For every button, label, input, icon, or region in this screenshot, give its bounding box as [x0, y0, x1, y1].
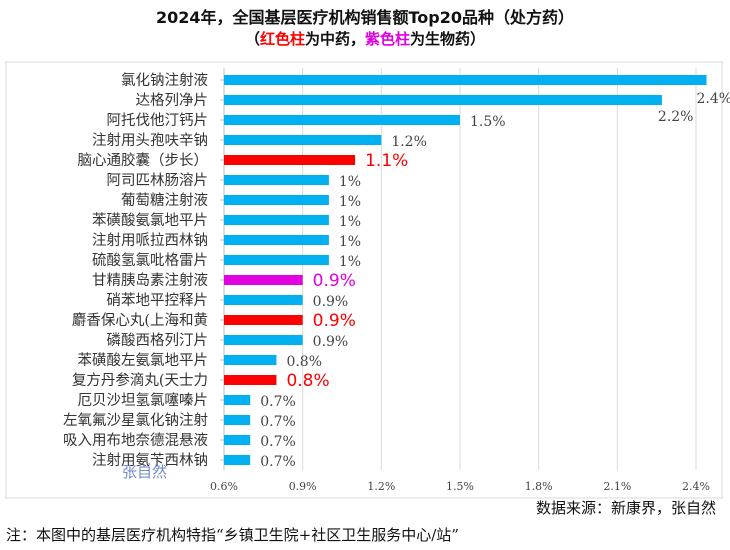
category-label: 苯磺酸左氨氯地平片 — [78, 352, 209, 369]
category-label: 硝苯地平控释片 — [107, 292, 209, 309]
data-label: 0.8% — [286, 354, 322, 370]
data-label: 0.9% — [313, 294, 349, 310]
bar — [224, 255, 329, 265]
bar — [224, 215, 329, 225]
bar — [224, 295, 303, 305]
bar — [224, 395, 251, 405]
category-label: 苯磺酸氨氯地平片 — [92, 212, 208, 229]
category-label: 脑心通胶囊（步长） — [78, 152, 209, 169]
bar — [224, 235, 329, 245]
source-text: 数据来源：新康界，张自然 — [535, 499, 716, 517]
category-label: 麝香保心丸(上海和黄 — [72, 312, 208, 329]
category-label: 复方丹参滴丸(天士力 — [72, 371, 208, 389]
data-label: 0.8% — [286, 371, 329, 391]
bar — [224, 375, 277, 385]
x-tick-label: 1.2% — [367, 480, 395, 493]
chart-subtitle: （红色柱为中药，紫色柱为生物药） — [0, 28, 730, 49]
bar — [224, 355, 277, 365]
data-label: 1% — [339, 254, 361, 270]
bar — [224, 415, 251, 425]
bar — [224, 75, 707, 85]
subtitle-mid2: 为生物药） — [410, 30, 486, 48]
subtitle-red-part: 红色柱 — [259, 30, 305, 48]
category-label: 阿司匹林肠溶片 — [107, 172, 209, 189]
bar — [224, 155, 356, 165]
category-label: 注射用哌拉西林钠 — [92, 232, 208, 249]
x-tick-label: 2.1% — [603, 480, 631, 493]
data-label: 1.2% — [391, 134, 427, 150]
category-label: 厄贝沙坦氢氯噻嗪片 — [78, 391, 209, 409]
category-label: 吸入用布地奈德混悬液 — [63, 432, 208, 449]
bar — [224, 195, 329, 205]
subtitle-open: （ — [244, 30, 260, 48]
x-tick-label: 1.5% — [446, 480, 474, 493]
footnote-text: 注：本图中的基层医疗机构特指“乡镇卫生院+社区卫生服务中心/站” — [6, 526, 459, 544]
x-tick-label: 1.8% — [525, 480, 553, 493]
bar — [224, 335, 303, 345]
watermark: 张自然 — [122, 463, 168, 481]
chart-title: 2024年，全国基层医疗机构销售额Top20品种（处方药） — [155, 8, 575, 27]
category-label: 磷酸西格列汀片 — [107, 332, 209, 349]
bar — [224, 95, 662, 105]
data-label: 0.9% — [313, 311, 356, 331]
bar — [224, 115, 460, 125]
bar — [224, 175, 329, 185]
bar — [224, 455, 251, 465]
category-label: 左氧氟沙星氯化钠注射 — [63, 412, 208, 429]
data-label: 1% — [339, 194, 361, 210]
data-label: 1.1% — [365, 151, 408, 171]
bar — [224, 435, 251, 445]
bar — [224, 315, 303, 325]
category-label: 阿托伐他汀钙片 — [107, 112, 209, 129]
category-label: 甘精胰岛素注射液 — [92, 272, 208, 289]
data-label: 0.9% — [313, 271, 356, 291]
category-label: 氯化钠注射液 — [121, 72, 208, 89]
data-label: 2.2% — [658, 109, 694, 125]
subtitle-mid1: 为中药， — [304, 30, 365, 48]
x-tick-label: 2.4% — [682, 480, 710, 493]
x-tick-label: 0.6% — [210, 480, 238, 493]
category-label: 注射用氨苄西林钠 — [92, 452, 208, 469]
data-label: 2.4% — [696, 91, 730, 107]
bar-chart: 0.6% 0.9% 1.2% 1.5% 1.8% 2.1% 2.4% 氯化钠注射液 2.4% 达格… — [5, 61, 730, 499]
data-label: 1% — [339, 234, 361, 250]
category-label: 达格列净片 — [136, 92, 209, 109]
data-label: 0.7% — [260, 454, 296, 470]
x-tick-label: 0.9% — [289, 480, 317, 493]
data-label: 1.5% — [470, 114, 506, 130]
data-label: 1% — [339, 214, 361, 230]
data-label: 0.7% — [260, 414, 296, 430]
bar — [224, 135, 382, 145]
category-label: 注射用头孢呋辛钠 — [92, 132, 208, 149]
data-label: 0.9% — [313, 334, 349, 350]
data-label: 0.7% — [260, 394, 296, 410]
plot-frame — [5, 61, 723, 499]
bar — [224, 275, 303, 285]
category-label: 葡萄糖注射液 — [121, 192, 208, 209]
category-label: 硫酸氢氯吡格雷片 — [92, 252, 208, 269]
subtitle-magenta-part: 紫色柱 — [365, 30, 411, 48]
data-label: 1% — [339, 174, 361, 190]
data-label: 0.7% — [260, 434, 296, 450]
